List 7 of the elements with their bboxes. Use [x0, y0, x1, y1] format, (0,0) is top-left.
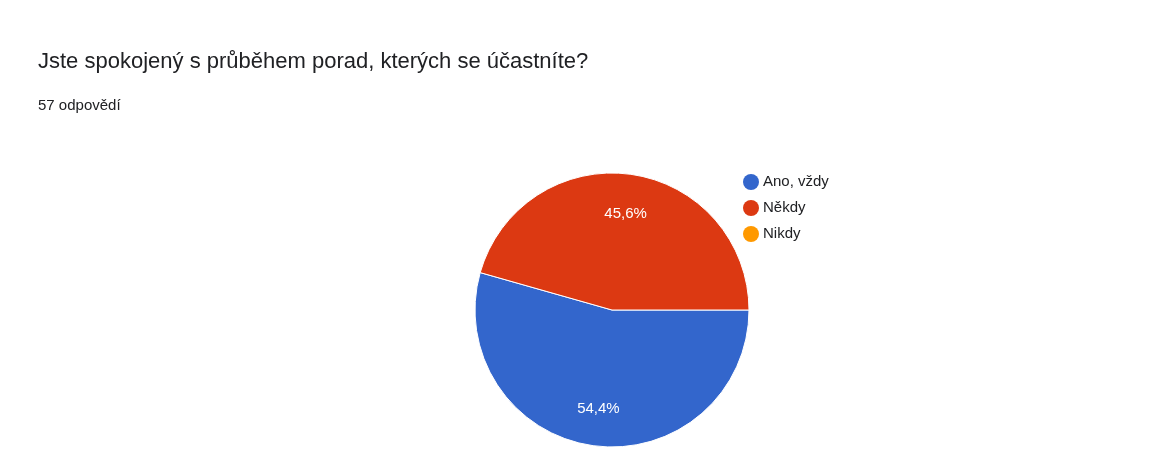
legend-label: Někdy [763, 198, 806, 215]
chart-title: Jste spokojený s průběhem porad, kterých se účastníte? [38, 48, 589, 74]
data-label: 45,6% [604, 203, 647, 221]
data-label: 54,4% [577, 399, 620, 417]
text: 57 odpovědí [38, 96, 121, 113]
legend-label: Nikdy [763, 224, 801, 241]
legend-label: Ano, vždy [763, 172, 829, 189]
